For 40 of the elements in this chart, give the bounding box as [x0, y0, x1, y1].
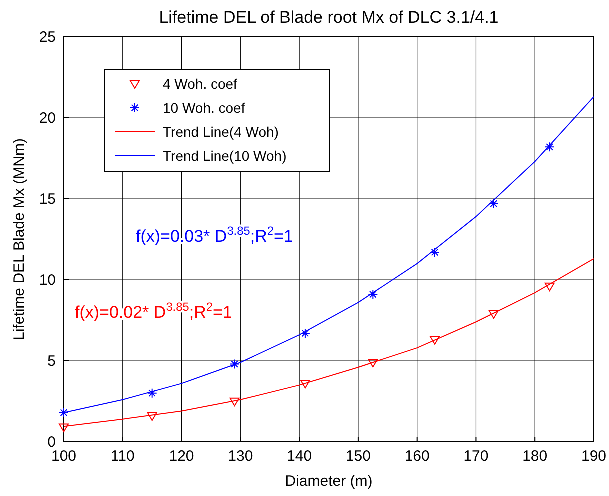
point: [230, 398, 240, 406]
point: [300, 380, 310, 389]
point: [544, 142, 555, 152]
x-tick-label: 120: [169, 448, 194, 465]
point: [368, 358, 378, 368]
x-tick-label: 110: [110, 448, 135, 465]
y-tick-label: 20: [39, 110, 56, 127]
x-tick-label: 130: [228, 448, 254, 465]
point: [488, 198, 499, 209]
x-tick-label: 170: [464, 448, 489, 465]
y-tick-label: 15: [39, 191, 56, 208]
x-tick-label: 160: [404, 448, 430, 465]
y-tick-label: 10: [39, 272, 56, 289]
y-tick-label: 0: [48, 434, 56, 451]
x-tick-label: 150: [346, 448, 371, 465]
point: [368, 290, 378, 300]
point: [59, 408, 69, 418]
y-axis-title: Lifetime DEL Blade Mx (MNm): [11, 138, 28, 340]
point: [430, 336, 440, 345]
y-tick-label: 25: [39, 29, 56, 46]
legend-label: Trend Line(4 Woh): [163, 124, 279, 140]
legend-label: 4 Woh. coef: [163, 76, 238, 92]
line-series: [64, 96, 594, 414]
x-tick-label: 190: [581, 448, 607, 465]
point: [430, 247, 440, 258]
y-tick-label: 5: [48, 353, 56, 370]
legend-label: Trend Line(10 Woh): [163, 148, 287, 164]
point: [300, 328, 310, 338]
point: [544, 282, 555, 292]
point: [147, 388, 158, 398]
point: [230, 359, 240, 370]
x-tick-label: 100: [51, 448, 77, 465]
x-tick-label: 180: [522, 448, 548, 465]
legend-label: 10 Woh. coef: [163, 100, 246, 116]
x-axis-title: Diameter (m): [285, 473, 373, 490]
point: [488, 310, 499, 320]
x-tick-label: 140: [287, 448, 312, 465]
point: [147, 412, 158, 422]
chart-title: Lifetime DEL of Blade root Mx of DLC 3.1/4.1: [159, 8, 499, 27]
point: [59, 424, 69, 432]
